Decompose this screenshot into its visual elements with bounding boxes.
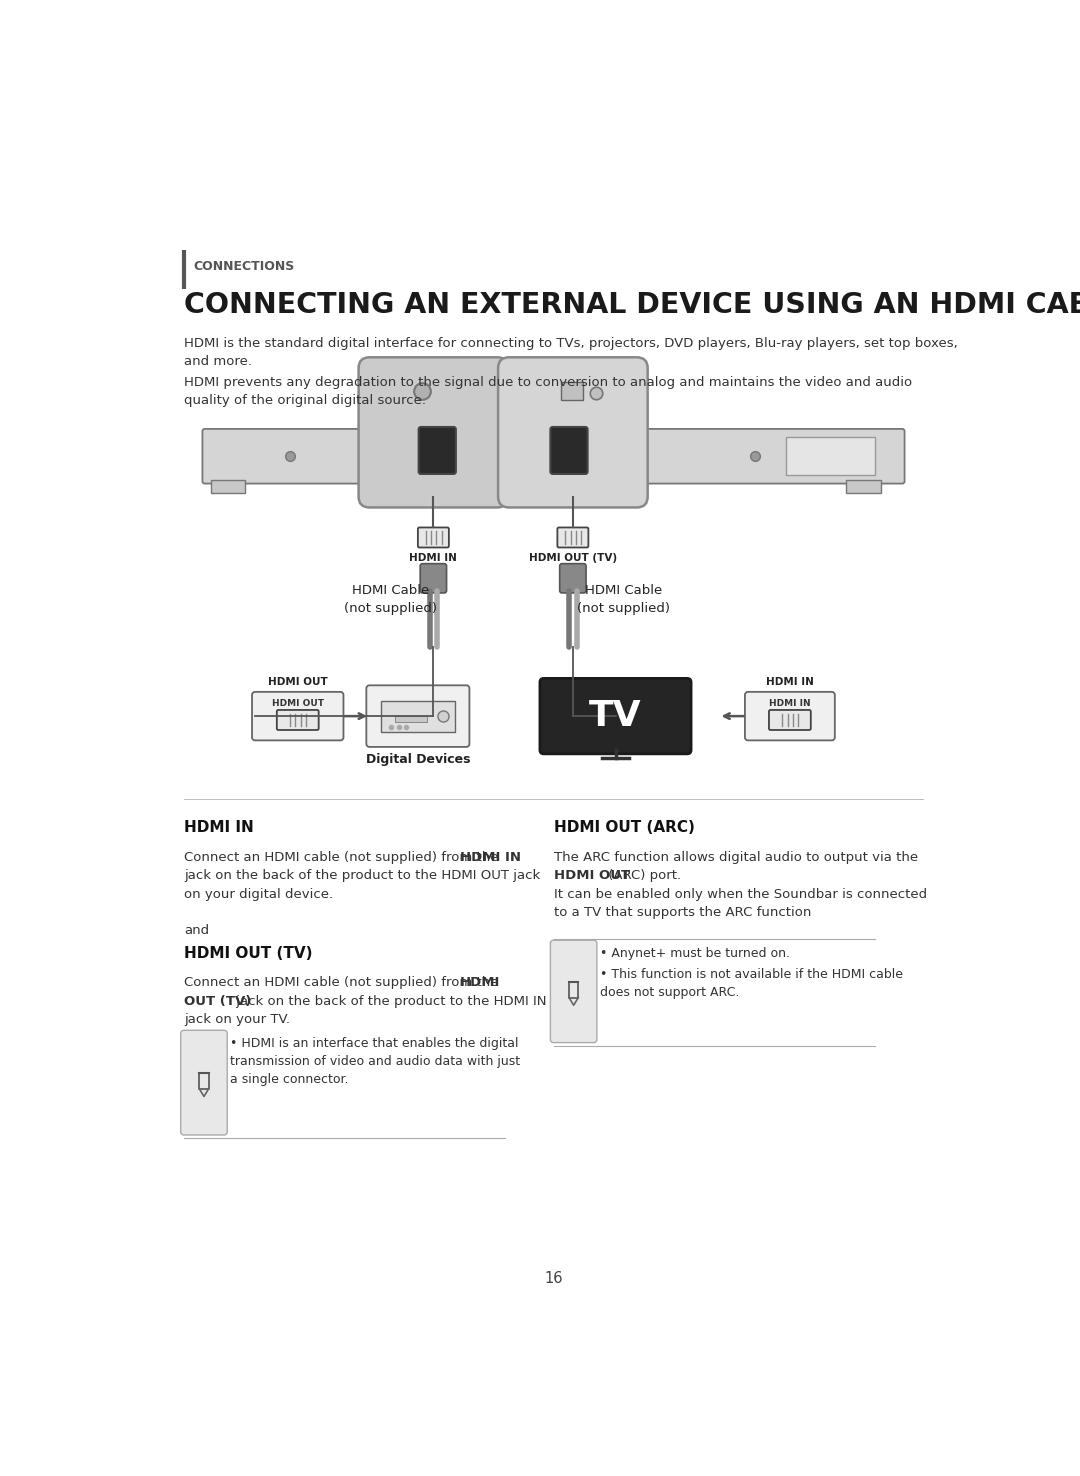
Text: HDMI Cable
(not supplied): HDMI Cable (not supplied) (345, 583, 437, 614)
Text: HDMI is the standard digital interface for connecting to TVs, projectors, DVD pl: HDMI is the standard digital interface f… (184, 338, 958, 369)
Text: Connect an HDMI cable (not supplied) from the: Connect an HDMI cable (not supplied) fro… (184, 977, 502, 989)
Text: TV: TV (590, 700, 642, 734)
Text: HDMI IN: HDMI IN (769, 700, 811, 708)
Text: to a TV that supports the ARC function: to a TV that supports the ARC function (554, 906, 811, 920)
Text: HDMI IN: HDMI IN (766, 677, 814, 688)
FancyBboxPatch shape (551, 940, 597, 1042)
Text: CONNECTING AN EXTERNAL DEVICE USING AN HDMI CABLE: CONNECTING AN EXTERNAL DEVICE USING AN H… (184, 291, 1080, 319)
FancyBboxPatch shape (498, 357, 648, 508)
Text: • HDMI is an interface that enables the digital
transmission of video and audio : • HDMI is an interface that enables the … (230, 1038, 521, 1086)
FancyBboxPatch shape (359, 357, 509, 508)
Bar (381, 701, 455, 732)
Text: HDMI IN: HDMI IN (184, 821, 254, 835)
FancyBboxPatch shape (252, 692, 343, 741)
Text: It can be enabled only when the Soundbar is connected: It can be enabled only when the Soundbar… (554, 889, 927, 900)
FancyBboxPatch shape (366, 685, 470, 747)
FancyBboxPatch shape (418, 527, 449, 548)
Text: jack on the back of the product to the HDMI OUT jack: jack on the back of the product to the H… (184, 869, 540, 883)
Text: HDMI OUT: HDMI OUT (268, 677, 327, 688)
Text: • This function is not available if the HDMI cable
does not support ARC.: • This function is not available if the … (600, 968, 903, 999)
Text: HDMI OUT (TV): HDMI OUT (TV) (184, 946, 312, 961)
FancyBboxPatch shape (180, 1030, 227, 1135)
Text: • Anynet+ must be turned on.: • Anynet+ must be turned on. (600, 948, 789, 959)
FancyBboxPatch shape (551, 427, 588, 474)
FancyBboxPatch shape (202, 430, 905, 484)
FancyBboxPatch shape (276, 710, 319, 731)
Text: (ARC) port.: (ARC) port. (604, 869, 681, 883)
Text: HDMI OUT (TV): HDMI OUT (TV) (529, 554, 617, 562)
Text: CONNECTIONS: CONNECTIONS (193, 260, 295, 273)
FancyBboxPatch shape (745, 692, 835, 741)
Text: jack on the back of the product to the HDMI IN: jack on the back of the product to the H… (232, 995, 546, 1008)
Text: HDMI OUT (ARC): HDMI OUT (ARC) (554, 821, 694, 835)
Text: jack on your TV.: jack on your TV. (184, 1014, 289, 1026)
Text: and: and (184, 924, 208, 937)
Bar (211, 481, 245, 493)
Text: Digital Devices: Digital Devices (366, 753, 470, 766)
Text: OUT (TV): OUT (TV) (184, 995, 252, 1008)
FancyBboxPatch shape (419, 427, 456, 474)
FancyBboxPatch shape (559, 564, 586, 593)
FancyBboxPatch shape (540, 679, 691, 754)
Bar (786, 437, 875, 475)
Bar (394, 716, 428, 722)
Text: HDMI IN: HDMI IN (409, 554, 457, 562)
Text: on your digital device.: on your digital device. (184, 889, 333, 900)
Text: The ARC function allows digital audio to output via the: The ARC function allows digital audio to… (554, 850, 918, 863)
Bar (847, 481, 880, 493)
FancyBboxPatch shape (557, 527, 589, 548)
FancyBboxPatch shape (420, 564, 446, 593)
Text: HDMI Cable
(not supplied): HDMI Cable (not supplied) (577, 583, 670, 614)
Text: HDMI: HDMI (460, 977, 500, 989)
Text: HDMI prevents any degradation to the signal due to conversion to analog and main: HDMI prevents any degradation to the sig… (184, 376, 912, 407)
Text: HDMI OUT: HDMI OUT (272, 700, 324, 708)
Text: 16: 16 (544, 1271, 563, 1286)
Text: HDMI IN: HDMI IN (460, 850, 521, 863)
Bar (562, 382, 583, 400)
Text: Connect an HDMI cable (not supplied) from the: Connect an HDMI cable (not supplied) fro… (184, 850, 502, 863)
Text: HDMI OUT: HDMI OUT (554, 869, 630, 883)
FancyBboxPatch shape (769, 710, 811, 731)
